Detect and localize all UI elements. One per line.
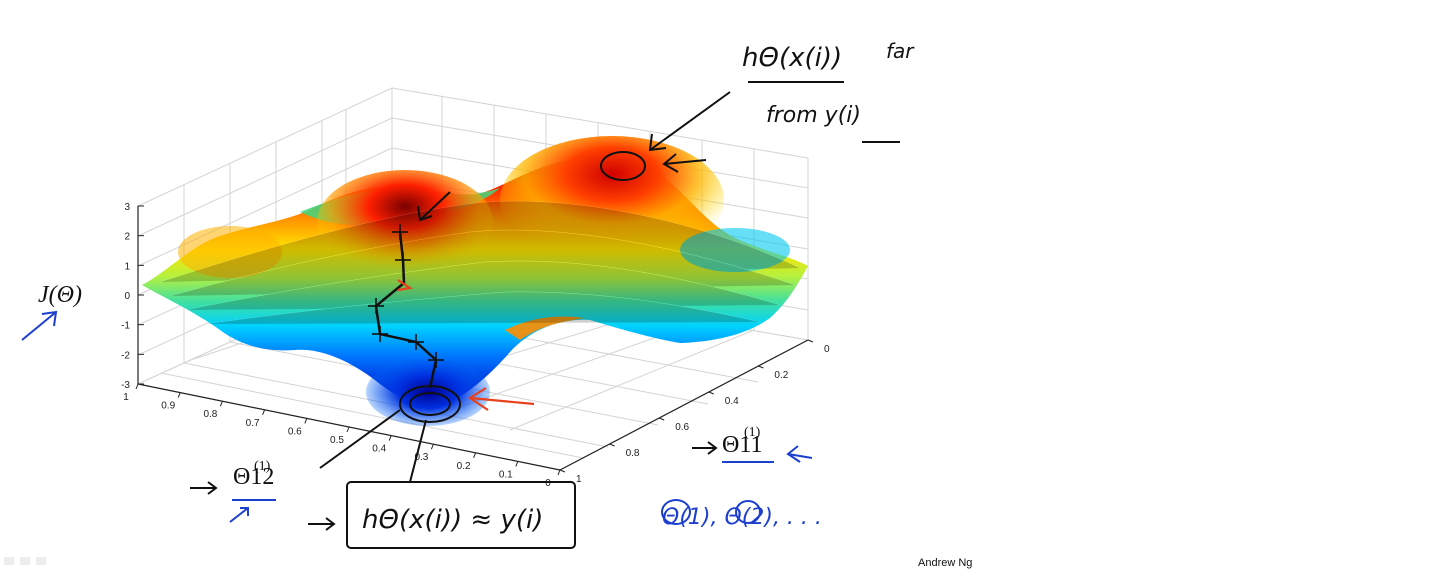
descent-path bbox=[368, 224, 444, 389]
y-tick-label: 0.6 bbox=[675, 422, 689, 433]
y-tick-label: 0.2 bbox=[774, 370, 788, 381]
tick-mark bbox=[177, 392, 181, 398]
x-tick-label: 0.4 bbox=[372, 444, 386, 455]
y-tick-label: 1 bbox=[576, 474, 582, 485]
annotation-thetas: Θ(1), Θ(2), . . . bbox=[662, 505, 822, 530]
tick-mark bbox=[758, 365, 764, 369]
tick-mark bbox=[219, 401, 223, 407]
tick-mark bbox=[388, 435, 392, 441]
annotation-bottom-box: hΘ(x(i)) ≈ y(i) bbox=[362, 505, 543, 535]
z-axis-label: J(Θ) bbox=[38, 282, 82, 308]
x-tick-label: 0.8 bbox=[203, 409, 217, 420]
blue-strokes bbox=[21, 310, 813, 525]
x-tick-label: 1 bbox=[123, 392, 129, 403]
tick-mark bbox=[559, 469, 566, 473]
tick-mark bbox=[304, 418, 308, 424]
x-axis-ticks: 1 0.9 0.8 0.7 0.6 0.5 0.4 0.3 0.2 0.1 0 bbox=[123, 383, 561, 489]
y-axis-label-superscript: (1) bbox=[744, 425, 761, 440]
x-tick-label: 0.7 bbox=[246, 418, 260, 429]
x-axis-label-superscript: (1) bbox=[254, 459, 271, 474]
tick-mark bbox=[659, 417, 665, 421]
tick-mark bbox=[807, 339, 814, 343]
x-tick-label: 0.3 bbox=[414, 452, 428, 463]
y-axis-label: Θ11 bbox=[722, 432, 762, 458]
x-tick-label: 0.2 bbox=[457, 461, 471, 472]
cost-surface bbox=[142, 136, 808, 426]
annotation-top-word: far bbox=[886, 39, 915, 63]
tick-mark bbox=[262, 409, 266, 415]
tick-mark bbox=[708, 391, 714, 395]
x-axis-label: Θ12 bbox=[233, 464, 274, 490]
red-arrows bbox=[397, 279, 535, 411]
tick-mark bbox=[430, 444, 434, 450]
z-tick-label: -1 bbox=[121, 321, 130, 332]
annotation-top-numerator: hΘ(x(i)) bbox=[742, 43, 842, 73]
z-tick-label: 0 bbox=[124, 291, 130, 302]
z-tick-label: 3 bbox=[124, 202, 130, 213]
y-tick-label: 0.4 bbox=[725, 396, 739, 407]
credit-text: Andrew Ng bbox=[918, 557, 973, 569]
z-tick-label: 1 bbox=[124, 261, 130, 272]
x-tick-label: 0 bbox=[545, 478, 551, 489]
x-tick-label: 0.1 bbox=[499, 469, 513, 480]
y-tick-label: 0 bbox=[824, 344, 830, 355]
x-tick-label: 0.6 bbox=[288, 426, 302, 437]
annotation-top-denominator: from y(i) bbox=[766, 103, 861, 128]
z-tick-label: 2 bbox=[124, 232, 130, 243]
z-tick-label: -2 bbox=[121, 350, 130, 361]
x-tick-label: 0.5 bbox=[330, 435, 344, 446]
tick-mark bbox=[557, 469, 561, 476]
y-axis-ticks: 0 0.2 0.4 0.6 0.8 1 bbox=[559, 339, 830, 485]
x-tick-label: 0.9 bbox=[161, 401, 175, 412]
tick-mark bbox=[515, 461, 519, 467]
tick-mark bbox=[346, 426, 350, 433]
annotation-strokes bbox=[190, 81, 900, 549]
y-tick-label: 0.8 bbox=[626, 448, 640, 459]
tick-mark bbox=[473, 452, 477, 458]
z-axis-ticks: 3 2 1 0 -1 -2 -3 bbox=[121, 202, 144, 391]
tick-mark bbox=[609, 443, 615, 447]
video-controls[interactable] bbox=[4, 552, 64, 568]
z-tick-label: -3 bbox=[121, 380, 130, 391]
tick-mark bbox=[135, 383, 139, 390]
